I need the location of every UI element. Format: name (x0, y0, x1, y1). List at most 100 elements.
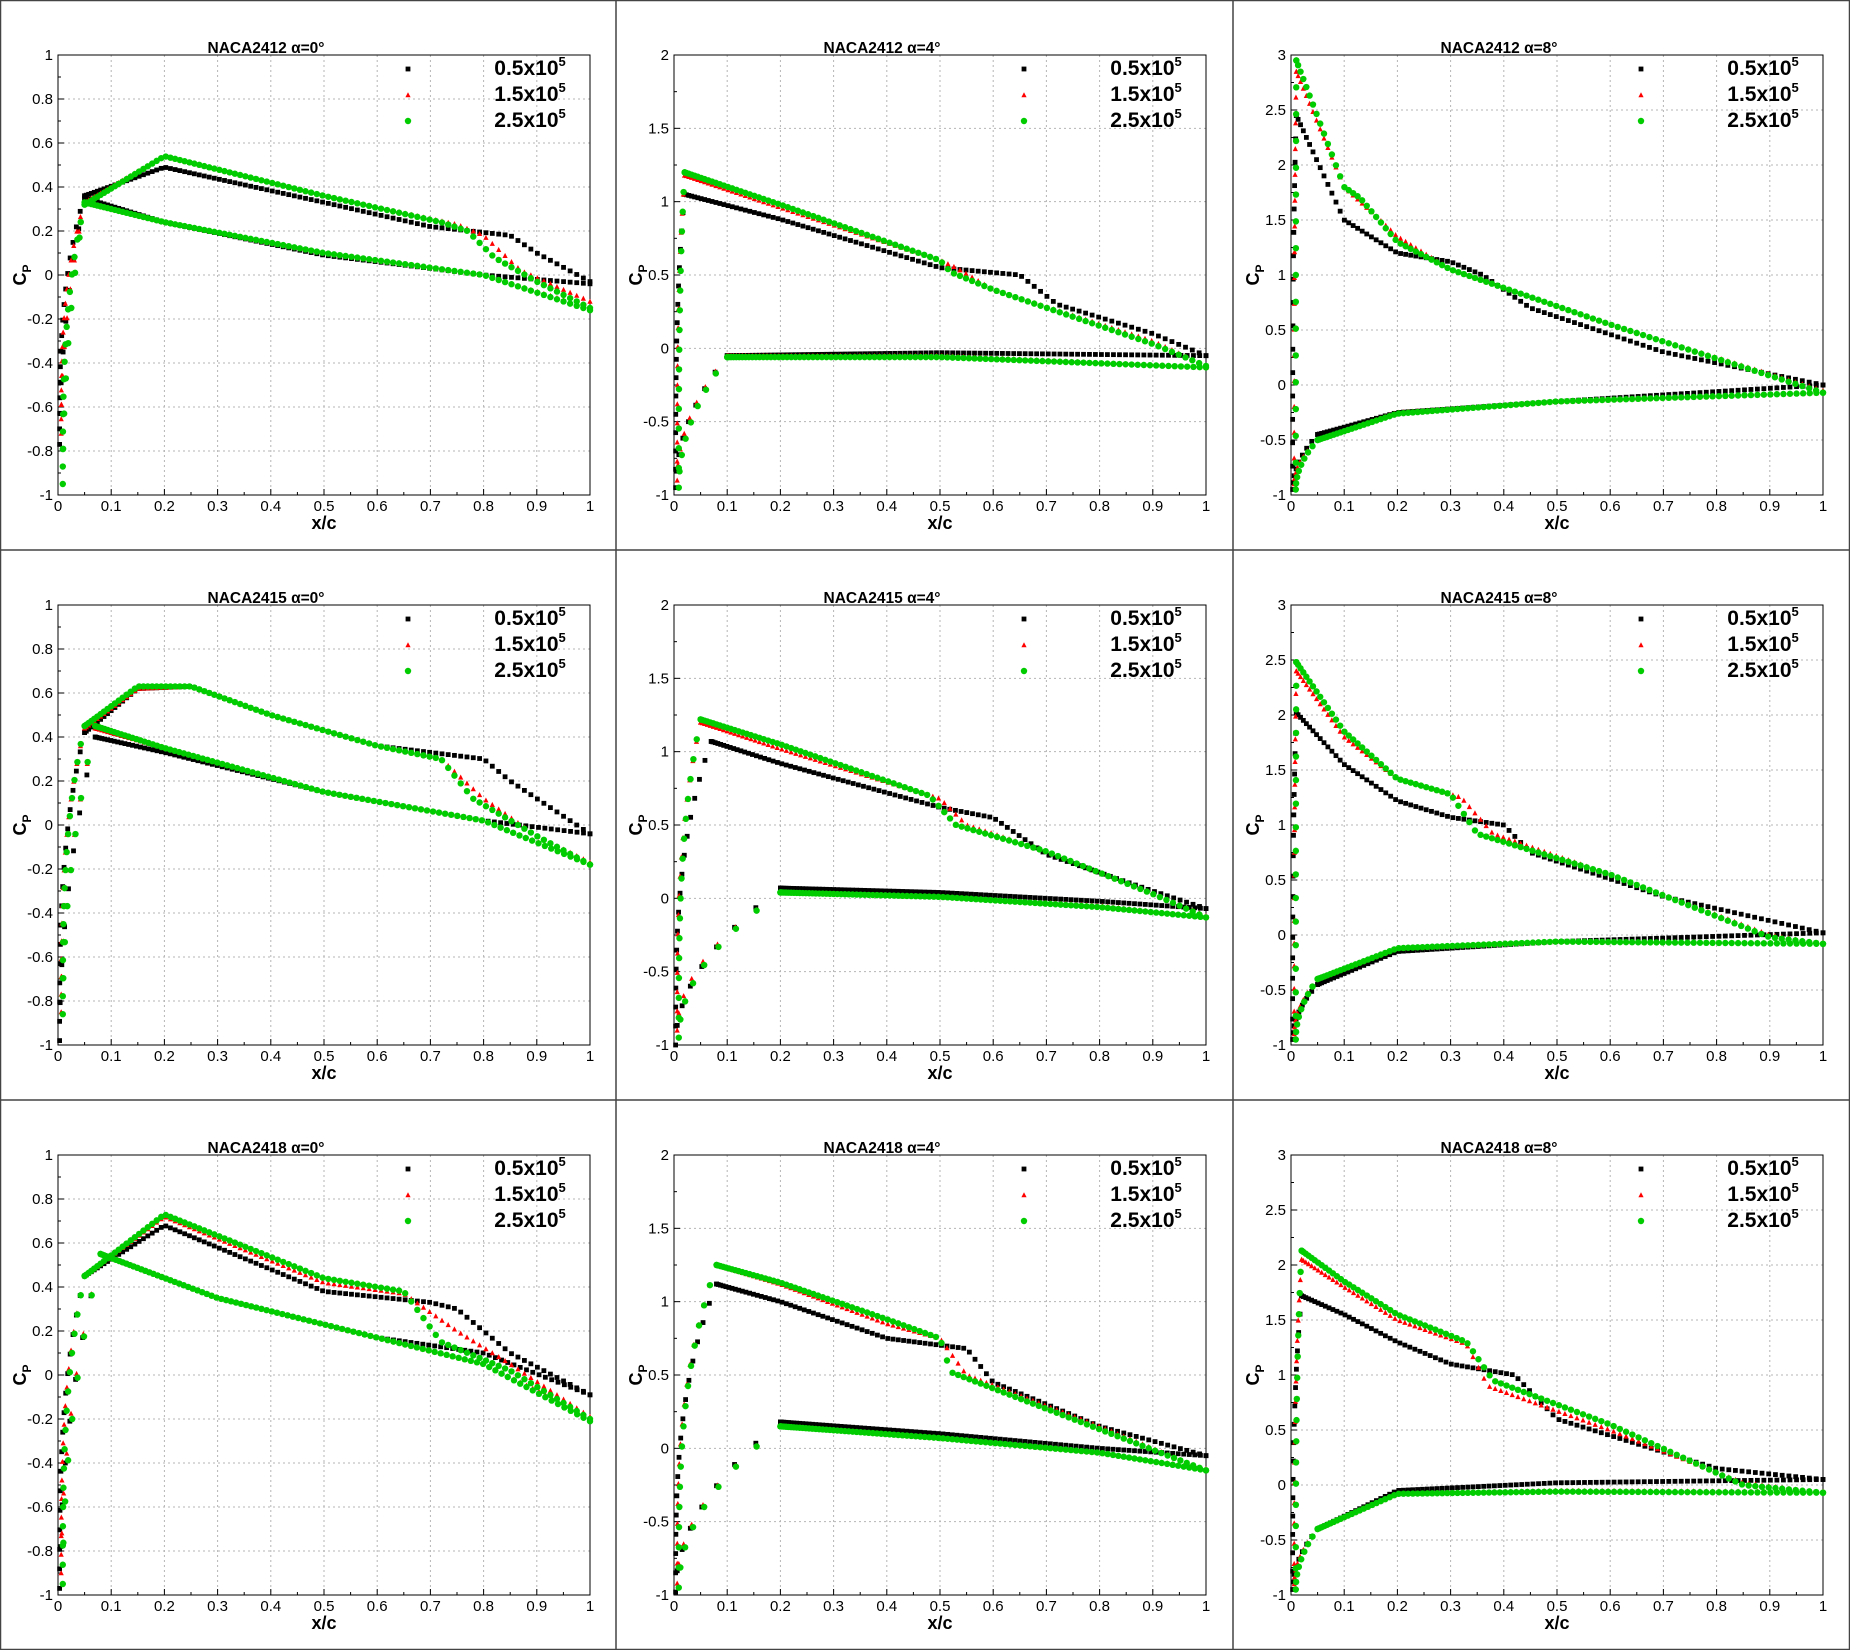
data-point (756, 211, 762, 217)
data-point (168, 166, 173, 171)
data-point (499, 1357, 504, 1363)
data-point (963, 270, 969, 276)
data-point (330, 730, 338, 737)
data-point (63, 848, 70, 856)
data-point (463, 787, 471, 795)
x-tick-label: 0.4 (260, 1048, 281, 1065)
data-point (495, 276, 502, 284)
data-point (330, 790, 337, 797)
data-point (1747, 391, 1755, 399)
data-point (1341, 971, 1347, 976)
data-point (130, 742, 135, 748)
data-point (1469, 404, 1477, 412)
data-point (1079, 862, 1087, 870)
data-point (806, 886, 812, 892)
data-point (1404, 409, 1412, 416)
data-point (1731, 920, 1738, 927)
data-point (1364, 231, 1370, 237)
data-point (1786, 390, 1794, 397)
data-point (1678, 344, 1685, 351)
data-point (1412, 780, 1420, 788)
x-tick-label: 0 (54, 1598, 62, 1615)
legend-label: 0.5x105 (1727, 604, 1798, 630)
data-point (1805, 385, 1813, 392)
data-point (908, 889, 914, 895)
data-point (408, 212, 415, 219)
data-point (1602, 869, 1609, 877)
data-point (1298, 461, 1305, 468)
y-tick-label: -1 (1273, 1037, 1286, 1054)
data-point (154, 748, 160, 754)
data-point (1792, 380, 1799, 388)
data-point (1292, 758, 1298, 765)
data-point (470, 795, 477, 802)
data-point (717, 201, 723, 206)
data-point (1754, 391, 1761, 399)
data-point (1297, 674, 1304, 680)
data-point (561, 828, 567, 833)
data-point (1408, 252, 1414, 258)
data-point (1135, 335, 1142, 343)
data-point (508, 817, 515, 825)
data-point (1007, 893, 1013, 899)
data-point (777, 889, 784, 896)
data-point (168, 1225, 173, 1231)
data-point (549, 1377, 555, 1383)
data-point (336, 251, 344, 259)
data-point (908, 892, 915, 900)
y-tick-label: -1 (40, 1587, 53, 1604)
data-point (953, 894, 961, 902)
data-point (1171, 362, 1178, 370)
data-point (1609, 876, 1614, 882)
series-1 (1290, 113, 1826, 492)
data-point (1482, 278, 1490, 285)
data-point (935, 795, 942, 801)
data-point (1345, 423, 1351, 429)
x-tick-label: 0.9 (1759, 1048, 1780, 1065)
data-point (675, 366, 683, 373)
data-point (1466, 818, 1473, 826)
data-point (307, 247, 315, 254)
data-point (1333, 753, 1339, 759)
data-point (1189, 357, 1196, 364)
data-point (874, 774, 881, 781)
data-point (63, 323, 70, 331)
data-point (291, 718, 298, 726)
data-point (314, 198, 320, 204)
data-point (468, 1348, 474, 1354)
data-point (285, 716, 292, 724)
data-point (1800, 931, 1806, 936)
y-axis-label: CP (1243, 814, 1267, 835)
data-point (427, 224, 433, 229)
data-point (445, 266, 452, 274)
data-point (891, 353, 898, 361)
data-point (561, 813, 566, 819)
y-tick-label: -0.6 (27, 949, 53, 966)
data-point (514, 821, 522, 829)
legend-label: 1.5x105 (1727, 630, 1798, 656)
data-point (1078, 902, 1085, 910)
data-point (934, 350, 939, 356)
data-point (978, 892, 984, 898)
data-point (1175, 351, 1182, 358)
data-point (303, 1281, 308, 1287)
x-tick-label: 0.1 (717, 498, 738, 515)
data-point (1482, 833, 1490, 840)
data-point (94, 199, 100, 205)
data-point (1292, 871, 1300, 878)
y-tick-label: 0.8 (32, 641, 53, 658)
data-point (678, 228, 686, 235)
y-tick-label: -0.4 (27, 1455, 53, 1472)
data-point (451, 223, 458, 230)
legend-marker (405, 616, 411, 622)
data-point (682, 435, 689, 442)
data-point (1558, 398, 1565, 405)
data-point (675, 405, 683, 413)
data-point (172, 167, 178, 172)
data-point (159, 749, 164, 755)
data-point (1472, 269, 1478, 275)
series-3 (1292, 57, 1827, 493)
data-point (1439, 257, 1445, 263)
data-point (832, 353, 840, 361)
data-point (988, 350, 994, 356)
